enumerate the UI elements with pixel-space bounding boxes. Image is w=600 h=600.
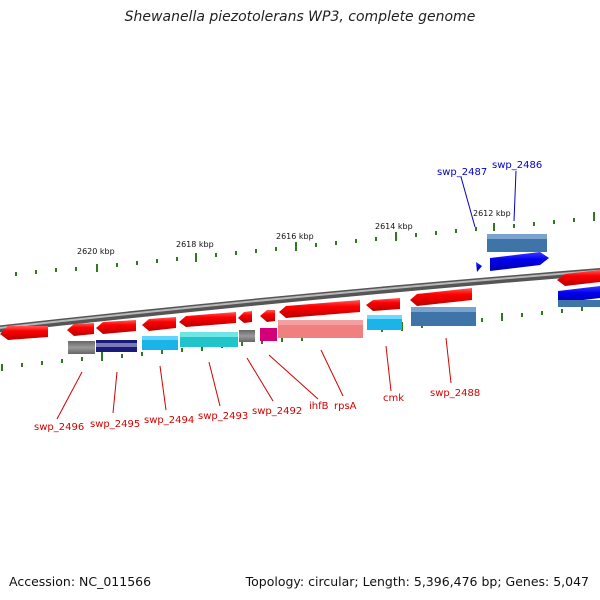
label-swp-2494[interactable]: swp_2494 [144, 415, 194, 426]
scale-label-2612: 2612 kbp [473, 209, 511, 218]
label-swp-2496[interactable]: swp_2496 [34, 422, 84, 433]
accession-label: Accession: NC_011566 [9, 574, 152, 589]
minus-strand-products [68, 307, 476, 354]
outer-tick-row [15, 212, 595, 276]
gene-cmk[interactable] [366, 298, 400, 311]
minus-strand-genes [0, 270, 600, 340]
gene-right-plus[interactable] [558, 286, 600, 303]
scale-label-2614: 2614 kbp [375, 222, 413, 231]
label-swp-2486[interactable]: swp_2486 [492, 160, 542, 171]
label-cmk[interactable]: cmk [383, 393, 404, 404]
label-swp-2488[interactable]: swp_2488 [430, 388, 480, 399]
gene-swp-2492b[interactable] [238, 311, 252, 323]
label-rpsA[interactable]: rpsA [334, 401, 357, 412]
gene-right-edge[interactable] [557, 270, 600, 286]
gene-swp-2488[interactable] [410, 288, 472, 306]
gene-swp-2492[interactable] [179, 312, 236, 327]
minus-callout-lines [56, 337, 452, 420]
gene-ihfB[interactable] [260, 310, 275, 322]
label-ihfB[interactable]: ihfB [309, 401, 329, 412]
gene-swp-2496[interactable] [0, 326, 48, 340]
gene-swp-2494[interactable] [96, 320, 136, 334]
label-swp-2487[interactable]: swp_2487 [437, 167, 487, 178]
gene-swp-2495[interactable] [67, 323, 94, 336]
topology-label: Topology: circular; Length: 5,396,476 bp… [245, 574, 589, 589]
gene-swp-2493[interactable] [142, 317, 176, 331]
plus-callout-lines [460, 170, 517, 228]
label-swp-2493[interactable]: swp_2493 [198, 411, 248, 422]
scale-label-2616: 2616 kbp [276, 232, 314, 241]
map-title: Shewanella piezotolerans WP3, complete g… [124, 9, 476, 25]
gene-swp-2487[interactable] [476, 262, 482, 272]
scale-label-2618: 2618 kbp [176, 240, 214, 249]
plus-strand-genes [476, 234, 600, 307]
scale-label-2620: 2620 kbp [77, 247, 115, 256]
label-swp-2492[interactable]: swp_2492 [252, 406, 302, 417]
gene-rpsA[interactable] [279, 300, 360, 318]
label-swp-2495[interactable]: swp_2495 [90, 419, 140, 430]
gene-swp-2486[interactable] [490, 252, 549, 271]
